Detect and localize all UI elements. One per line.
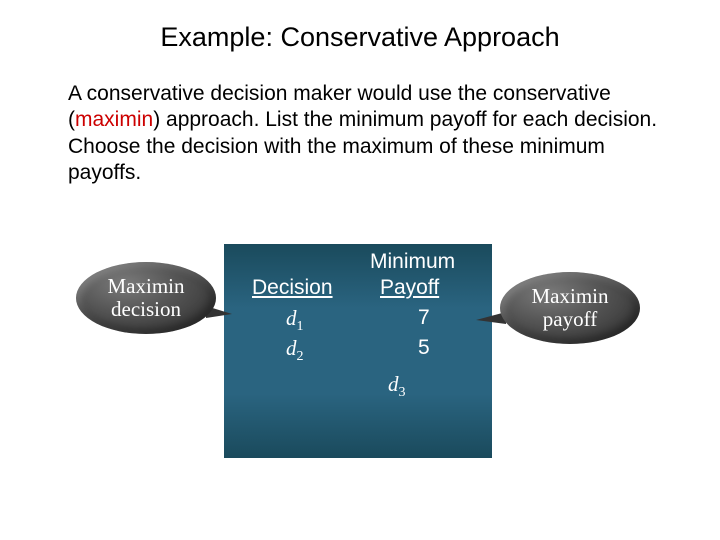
decision-column-header: Decision <box>252 276 333 300</box>
decision-sub-3: 3 <box>399 385 406 400</box>
maximin-payoff-callout: Maximin payoff <box>500 272 640 344</box>
body-paragraph: A conservative decision maker would use … <box>0 53 720 186</box>
payoff-column-header: Payoff <box>380 276 439 300</box>
decision-cell-2: d2 <box>286 336 304 365</box>
callout-right-line1: Maximin <box>532 285 609 308</box>
callout-right-line2: payoff <box>543 308 597 331</box>
callout-left-line1: Maximin <box>108 275 185 298</box>
decision-sub-1: 1 <box>297 319 304 334</box>
maximin-decision-callout: Maximin decision <box>76 262 216 334</box>
payoff-cell-1: 7 <box>418 306 430 330</box>
highlight-word: maximin <box>75 108 153 131</box>
decision-var-3: d <box>388 372 399 396</box>
decision-var-2: d <box>286 336 297 360</box>
payoff-panel: Minimum Decision Payoff d1 7 d2 5 d3 <box>224 244 492 458</box>
decision-cell-1: d1 <box>286 306 304 335</box>
callout-left-line2: decision <box>111 298 181 321</box>
minimum-header: Minimum <box>370 250 455 274</box>
paragraph-post: ) approach. List the minimum payoff for … <box>68 108 657 184</box>
payoff-cell-2: 5 <box>418 336 430 360</box>
decision-var-1: d <box>286 306 297 330</box>
decision-sub-2: 2 <box>297 349 304 364</box>
slide-title: Example: Conservative Approach <box>0 0 720 53</box>
decision-cell-3: d3 <box>388 372 406 401</box>
